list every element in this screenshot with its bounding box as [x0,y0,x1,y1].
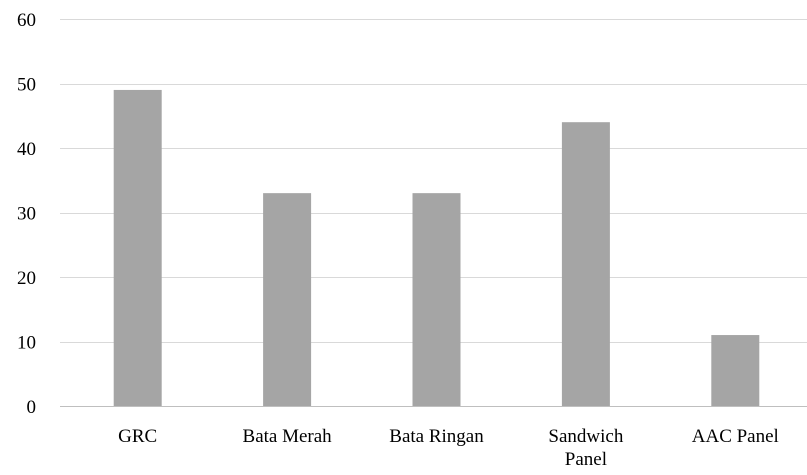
y-tick-label-10: 10 [17,333,36,354]
x-category-label-line: Panel [565,449,607,470]
x-category-label-line: Bata Ringan [389,426,484,447]
bar-bata-merah [263,193,312,406]
bars [113,89,760,406]
y-tick-label-20: 20 [17,268,36,289]
x-category-label-grc: GRC [118,426,157,447]
y-axis-tick-labels: 0 10 20 30 40 50 60 [17,10,36,418]
x-category-label-sandwich-panel: Sandwich Panel [548,426,623,470]
y-tick-label-40: 40 [17,139,36,160]
bar-aac-panel [711,335,760,406]
x-category-label-aac-panel: AAC Panel [692,426,779,447]
x-category-label-bata-ringan: Bata Ringan [389,426,484,447]
x-axis-category-labels: GRC Bata Merah Bata Ringan Sandwich Panel AAC… [118,426,779,470]
x-category-label-line: GRC [118,426,157,447]
y-tick-label-60: 60 [17,10,36,31]
bar-bata-ringan [412,193,461,406]
x-category-label-bata-merah: Bata Merah [243,426,333,447]
y-tick-label-0: 0 [27,397,37,418]
x-category-label-line: AAC Panel [692,426,779,447]
bar-grc [113,89,162,406]
bar-sandwich-panel [561,122,610,406]
y-tick-label-30: 30 [17,204,36,225]
y-tick-label-50: 50 [17,75,36,96]
x-category-label-line: Bata Merah [243,426,333,447]
x-category-label-line: Sandwich [548,426,623,447]
